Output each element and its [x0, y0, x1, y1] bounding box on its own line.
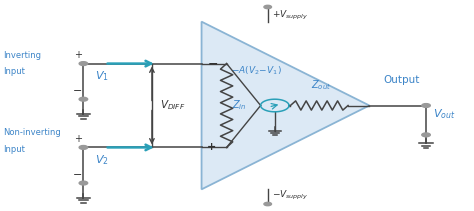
Circle shape [79, 62, 88, 65]
Text: −: − [73, 170, 82, 180]
Text: Input: Input [3, 68, 25, 76]
Circle shape [264, 202, 272, 206]
Text: $Z_{out}$: $Z_{out}$ [311, 78, 332, 92]
Text: $Z_{in}$: $Z_{in}$ [232, 99, 247, 112]
Text: Non-inverting: Non-inverting [3, 128, 61, 137]
Text: −: − [73, 86, 82, 96]
Circle shape [422, 133, 430, 137]
Text: $V_2$: $V_2$ [95, 153, 109, 167]
Circle shape [422, 104, 430, 107]
Text: Input: Input [3, 145, 25, 154]
Text: Inverting: Inverting [3, 51, 41, 60]
Circle shape [79, 146, 88, 149]
Circle shape [79, 181, 88, 185]
Text: +: + [207, 142, 217, 152]
Text: $-V_{supply}$: $-V_{supply}$ [273, 189, 309, 202]
Circle shape [264, 5, 272, 9]
Text: +: + [74, 50, 82, 60]
Text: $V_1$: $V_1$ [95, 69, 109, 83]
Polygon shape [201, 22, 369, 189]
Text: $V_{out}$: $V_{out}$ [433, 107, 456, 121]
Text: −: − [207, 57, 218, 70]
Text: Output: Output [383, 75, 420, 85]
Circle shape [79, 97, 88, 101]
Text: $+V_{supply}$: $+V_{supply}$ [273, 9, 309, 22]
Text: +: + [74, 134, 82, 144]
Text: $V_{DIFF}$: $V_{DIFF}$ [160, 99, 186, 112]
Text: $-A(V_2\!-\!V_1)$: $-A(V_2\!-\!V_1)$ [231, 65, 282, 77]
